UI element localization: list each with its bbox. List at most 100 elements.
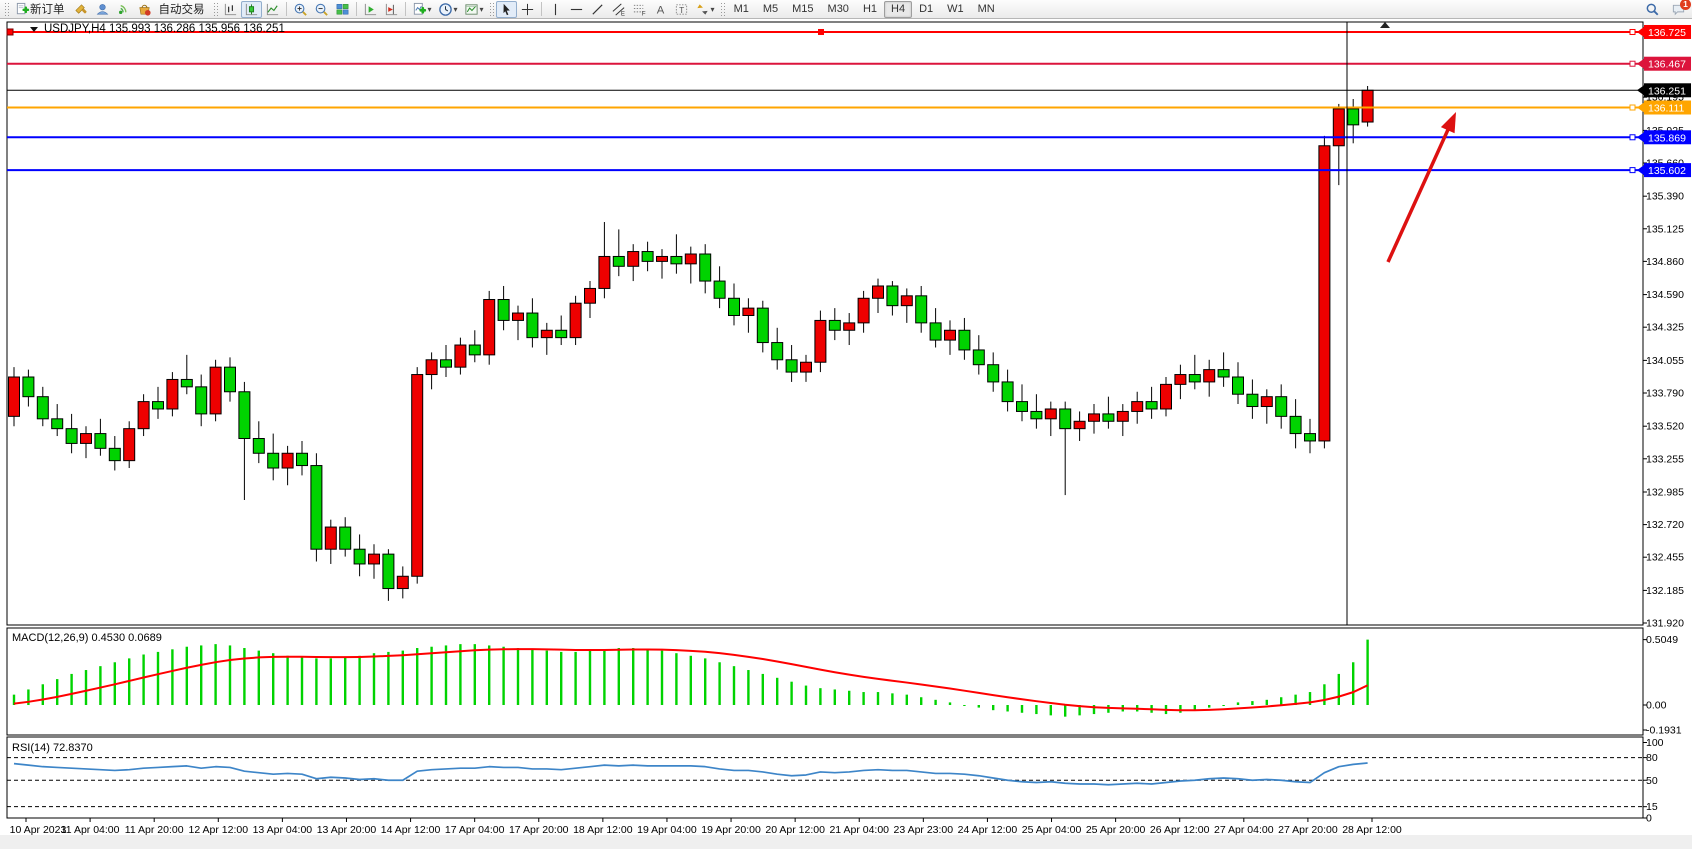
templates-button[interactable]: ▾ bbox=[461, 1, 487, 18]
arrows-tool-button[interactable]: ▾ bbox=[692, 1, 718, 18]
timeframe-button-m15[interactable]: M15 bbox=[792, 3, 814, 15]
date-axis-label: 23 Apr 23:00 bbox=[894, 824, 954, 836]
chat-button[interactable]: 1 bbox=[1671, 0, 1691, 17]
text-label-icon: T bbox=[675, 3, 687, 14]
auto-scroll-button[interactable] bbox=[360, 1, 381, 18]
timeframe-button-mn[interactable]: MN bbox=[977, 3, 995, 15]
toolbar-drag-handle[interactable] bbox=[4, 2, 9, 16]
hline-selected-handle[interactable] bbox=[6, 28, 14, 36]
date-axis-label: 13 Apr 20:00 bbox=[317, 824, 377, 836]
hline-selected-handle[interactable] bbox=[818, 28, 824, 35]
text-tool-button[interactable]: A bbox=[650, 1, 671, 18]
bullish-candle bbox=[454, 344, 467, 368]
macd-histogram-bar bbox=[488, 645, 491, 705]
toolbar-drag-handle[interactable] bbox=[212, 2, 218, 16]
hline-anchor[interactable] bbox=[1629, 60, 1636, 67]
fibonacci-tool-button[interactable]: F bbox=[629, 1, 650, 18]
trendline-tool-button[interactable] bbox=[587, 1, 608, 18]
line-chart-mode-button[interactable] bbox=[262, 1, 283, 18]
signals-button[interactable] bbox=[113, 1, 134, 18]
market-button[interactable] bbox=[134, 1, 155, 18]
date-axis-label: 27 Apr 04:00 bbox=[1214, 824, 1274, 836]
trend-arrow-annotation[interactable] bbox=[1386, 112, 1456, 263]
equidistant-channel-tool-button[interactable]: E bbox=[608, 1, 629, 18]
timeframe-button-m30[interactable]: M30 bbox=[827, 3, 849, 15]
periods-button[interactable]: ▾ bbox=[435, 1, 461, 18]
macd-histogram-bar bbox=[286, 655, 289, 705]
bearish-candle bbox=[468, 344, 481, 356]
timeframe-button-w1[interactable]: W1 bbox=[947, 3, 964, 15]
bearish-candle bbox=[785, 359, 798, 373]
timeframe-button-d1[interactable]: D1 bbox=[919, 3, 934, 15]
price-axis-label: 133.790 bbox=[1646, 387, 1684, 399]
timeframe-button-h1[interactable]: H1 bbox=[862, 3, 877, 15]
date-axis-label: 26 Apr 12:00 bbox=[1150, 824, 1210, 836]
hline-anchor[interactable] bbox=[1629, 167, 1636, 174]
macd-label: MACD(12,26,9) 0.4530 0.0689 bbox=[12, 632, 162, 644]
timeframe-button-m1[interactable]: M1 bbox=[733, 3, 749, 15]
bullish-candle bbox=[324, 526, 337, 550]
macd-histogram-bar bbox=[1006, 705, 1009, 712]
svg-text:E: E bbox=[620, 10, 624, 16]
macd-histogram-bar bbox=[416, 648, 419, 705]
bottom-strip bbox=[0, 835, 1692, 849]
bullish-candle bbox=[540, 329, 553, 339]
autotrading-button[interactable]: 自动交易 bbox=[155, 1, 211, 18]
bearish-candle bbox=[65, 428, 78, 444]
bearish-candle bbox=[224, 366, 236, 393]
price-axis-label: 132.985 bbox=[1646, 487, 1684, 499]
macd-histogram-bar bbox=[444, 645, 448, 705]
price-tag-pointer bbox=[1637, 26, 1644, 37]
mql5-community-button[interactable] bbox=[92, 1, 113, 18]
zoom-in-button[interactable] bbox=[290, 1, 311, 18]
macd-histogram-bar bbox=[1337, 673, 1340, 705]
crosshair-tool-button[interactable] bbox=[517, 1, 538, 18]
search-button[interactable] bbox=[1642, 1, 1663, 18]
price-axis-label: 135.390 bbox=[1646, 191, 1684, 203]
bullish-candle bbox=[800, 361, 812, 373]
hline-anchor[interactable] bbox=[1629, 134, 1636, 141]
candlestick-mode-button[interactable] bbox=[240, 0, 262, 18]
hline-anchor[interactable] bbox=[1629, 28, 1636, 35]
timeframe-button-m5[interactable]: M5 bbox=[762, 3, 779, 15]
macd-histogram-bar bbox=[905, 694, 908, 705]
price-tag-label: 136.467 bbox=[1648, 59, 1686, 71]
cursor-tool-button[interactable] bbox=[495, 0, 517, 18]
price-tag-label: 135.869 bbox=[1648, 132, 1686, 144]
indicators-button[interactable]: ▾ bbox=[409, 1, 435, 18]
chart-area[interactable]: MACD(12,26,9) 0.4530 0.0689 0.5049 0.00 -0.… bbox=[0, 19, 1692, 849]
metaeditor-button[interactable] bbox=[71, 1, 92, 18]
bullish-candle bbox=[742, 307, 755, 316]
macd-histogram-bar bbox=[41, 684, 44, 705]
bearish-candle bbox=[728, 297, 740, 316]
price-tag-bg bbox=[1644, 56, 1691, 71]
bearish-candle bbox=[641, 251, 654, 262]
bearish-candle bbox=[1289, 415, 1302, 435]
price-tag: 135.602 bbox=[1637, 163, 1691, 178]
oneclick-trading-toggle[interactable] bbox=[30, 27, 38, 32]
macd-histogram-bar bbox=[70, 673, 73, 705]
vertical-line-tool-button[interactable] bbox=[545, 1, 566, 18]
tile-windows-button[interactable] bbox=[332, 1, 353, 18]
fibonacci-icon: F bbox=[633, 4, 645, 17]
chart-shift-button[interactable] bbox=[381, 1, 402, 18]
clock-icon bbox=[438, 2, 452, 16]
cursor-icon bbox=[503, 3, 510, 15]
horizontal-line-tool-button[interactable] bbox=[566, 1, 587, 18]
macd-histogram-bar bbox=[545, 650, 548, 705]
toolbar-drag-handle[interactable] bbox=[488, 2, 494, 16]
trend-arrow-head[interactable] bbox=[1440, 112, 1456, 134]
bar-chart-mode-button[interactable] bbox=[220, 1, 241, 18]
text-label-tool-button[interactable]: T bbox=[671, 1, 692, 18]
toolbar-drag-handle[interactable] bbox=[719, 2, 725, 16]
trend-arrow-shaft[interactable] bbox=[1386, 125, 1451, 263]
new-order-label: 新订单 bbox=[30, 4, 65, 16]
macd-histogram-bar bbox=[156, 651, 160, 705]
price-tag-bg bbox=[1644, 163, 1691, 178]
macd-histogram-bar bbox=[977, 705, 980, 708]
timeframe-button-h4[interactable]: H4 bbox=[884, 0, 913, 18]
hline-anchor[interactable] bbox=[1629, 104, 1636, 111]
new-order-button[interactable]: 新订单 bbox=[11, 1, 71, 18]
zoom-out-button[interactable] bbox=[311, 1, 332, 18]
